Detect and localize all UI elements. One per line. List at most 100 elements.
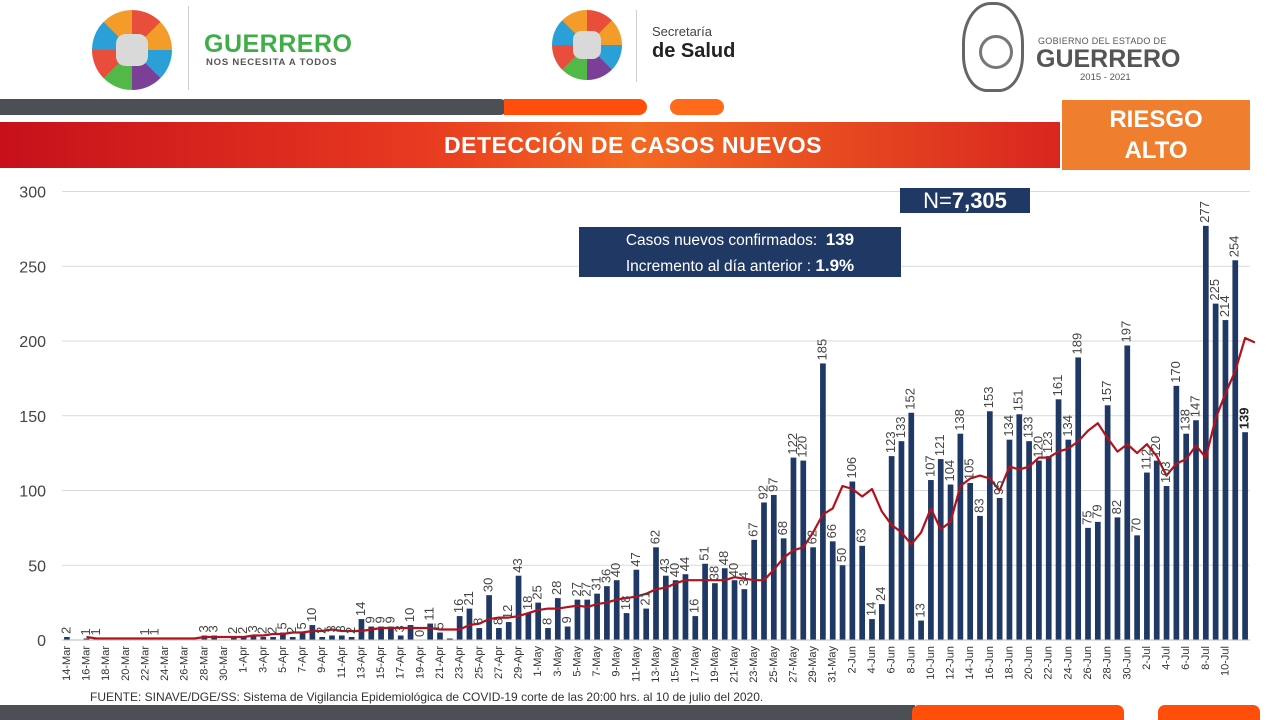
- bar: [496, 628, 502, 640]
- bar: [721, 568, 728, 640]
- bar-value-label: 75: [1079, 510, 1094, 524]
- bar: [604, 586, 610, 640]
- bar-value-label: 153: [981, 387, 996, 409]
- bar-layer: [64, 225, 1248, 640]
- bar-value-label: 2: [235, 627, 250, 634]
- x-tick-label: 9-Apr: [316, 646, 328, 673]
- x-tick-label: 14-Mar: [61, 646, 73, 681]
- bar-value-label: 8: [471, 618, 486, 625]
- bar: [545, 628, 551, 640]
- bar: [1183, 433, 1190, 640]
- summary-line1-label: Casos nuevos confirmados:: [625, 232, 818, 249]
- bar-value-label: 122: [785, 433, 800, 455]
- bar: [437, 632, 443, 640]
- bar-value-label: 62: [647, 530, 662, 544]
- x-tick-label: 17-Apr: [395, 646, 407, 679]
- bar-value-label: 79: [1089, 504, 1104, 518]
- summary-line2-value: 1.9%: [815, 256, 855, 275]
- bar-value-label: 1: [78, 628, 93, 635]
- bar-value-label: 157: [1099, 381, 1114, 403]
- x-tick-label: 28-Jun: [1102, 646, 1114, 680]
- bar-value-label: 43: [657, 558, 672, 572]
- x-tick-label: 3-May: [552, 646, 564, 677]
- guerrero-logo-subtitle: NOS NECESITA A TODOS: [206, 57, 338, 68]
- bar-value-label: 103: [1158, 461, 1173, 483]
- y-tick-label: 200: [19, 334, 46, 351]
- bar: [1144, 472, 1150, 640]
- bar: [407, 625, 414, 640]
- summary-line2: Incremento al día anterior : 1.9%: [579, 253, 901, 279]
- bar-value-label: 152: [903, 388, 918, 410]
- bar-value-label: 40: [726, 563, 741, 577]
- page-title: DETECCIÓN DE CASOS NUEVOS: [444, 132, 822, 158]
- x-tick-label: 18-Jun: [1003, 646, 1015, 680]
- x-tick-label: 24-Jun: [1062, 646, 1074, 680]
- x-tick-label: 11-Apr: [336, 646, 348, 679]
- y-tick-label: 50: [28, 558, 46, 575]
- bar-value-label: 254: [1227, 236, 1242, 258]
- bar-value-label: 62: [805, 530, 820, 544]
- bar: [1153, 460, 1160, 640]
- bar-value-label: 134: [1060, 415, 1075, 437]
- bar-value-label: 43: [510, 558, 525, 572]
- bar-value-label: 185: [814, 339, 829, 361]
- bar-value-label: 8: [539, 618, 554, 625]
- bar-value-label: 2: [225, 627, 240, 634]
- moving-average-layer: [86, 336, 1256, 640]
- bar: [810, 547, 816, 640]
- bar-value-label: 70: [1129, 518, 1144, 532]
- decor-bar-orange-small: [670, 99, 724, 115]
- bar: [643, 608, 650, 640]
- bar: [574, 599, 581, 640]
- bar-value-label: 2: [255, 627, 270, 634]
- salud-knot-logo-icon: [552, 10, 622, 80]
- bar-value-label: 5: [294, 622, 309, 629]
- risk-badge: RIESGO ALTO: [1062, 100, 1250, 170]
- bar: [800, 460, 807, 640]
- bar: [309, 625, 316, 640]
- x-tick-label: 4-Jul: [1161, 646, 1173, 670]
- guerrero-knot-logo-icon: [92, 10, 172, 90]
- bar: [348, 637, 355, 640]
- x-tick-label: 1-Apr: [238, 646, 250, 673]
- bar-value-label: 67: [746, 522, 761, 536]
- bar-value-label: 123: [883, 431, 898, 453]
- bar-value-label: 18: [618, 596, 633, 610]
- bar: [240, 637, 247, 640]
- summary-box: Casos nuevos confirmados: 139 Incremento…: [579, 227, 901, 277]
- bar-value-label: 3: [245, 625, 260, 632]
- x-tick-label: 15-May: [670, 646, 682, 683]
- bar: [1016, 414, 1023, 640]
- bar-value-label: 40: [667, 563, 682, 577]
- bar: [1163, 486, 1170, 640]
- bar-value-label: 2: [284, 627, 299, 634]
- y-tick-label: 150: [19, 409, 46, 426]
- bar: [299, 632, 306, 640]
- bar: [967, 483, 974, 640]
- bar: [1222, 320, 1229, 640]
- y-tick-label: 300: [19, 185, 46, 202]
- bar-value-label: 66: [824, 524, 839, 538]
- bar: [554, 598, 561, 640]
- x-tick-label: 28-Mar: [198, 646, 210, 681]
- bar-value-label: 151: [1011, 390, 1026, 412]
- value-label-layer: 2 11 11 33 223225251023321499931001151621830…: [58, 201, 1251, 637]
- bar: [633, 569, 640, 640]
- logo-divider: [188, 6, 189, 90]
- bar-value-label: 9: [373, 616, 388, 623]
- bar: [1026, 441, 1032, 640]
- bar-value-label: 2: [314, 627, 329, 634]
- title-band: [0, 122, 1060, 168]
- bar-value-label: 225: [1207, 279, 1222, 301]
- x-tick-label: 10-Jun: [925, 646, 937, 680]
- decor-bar-orange: [504, 99, 647, 115]
- x-tick-label: 18-Mar: [100, 646, 112, 681]
- x-tick-label: 5-Apr: [277, 646, 289, 673]
- bar: [338, 635, 345, 640]
- bar: [986, 411, 993, 640]
- x-tick-label: 1-May: [532, 646, 544, 677]
- bar: [751, 539, 758, 640]
- bar: [64, 637, 70, 640]
- bar-value-label: 63: [854, 528, 869, 542]
